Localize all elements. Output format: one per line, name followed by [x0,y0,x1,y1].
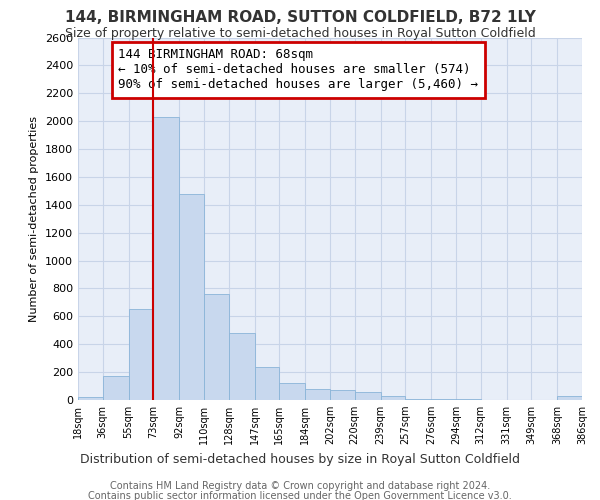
Text: 144, BIRMINGHAM ROAD, SUTTON COLDFIELD, B72 1LY: 144, BIRMINGHAM ROAD, SUTTON COLDFIELD, … [65,10,535,25]
Bar [128,310,154,400]
Text: 144 BIRMINGHAM ROAD: 68sqm
← 10% of semi-detached houses are smaller (574)
90% o: 144 BIRMINGHAM ROAD: 68sqm ← 10% of semi… [118,48,478,92]
Bar [355,392,380,400]
Bar [179,194,204,400]
Bar [78,397,103,400]
Bar [103,376,128,400]
Text: Contains HM Land Registry data © Crown copyright and database right 2024.: Contains HM Land Registry data © Crown c… [110,481,490,491]
Text: Contains public sector information licensed under the Open Government Licence v3: Contains public sector information licen… [88,491,512,500]
Bar [154,117,179,400]
Bar [431,398,456,400]
Text: Distribution of semi-detached houses by size in Royal Sutton Coldfield: Distribution of semi-detached houses by … [80,452,520,466]
Bar [229,333,254,400]
Text: Size of property relative to semi-detached houses in Royal Sutton Coldfield: Size of property relative to semi-detach… [65,28,535,40]
Bar [305,389,330,400]
Bar [456,398,481,400]
Bar [557,396,582,400]
Bar [380,396,406,400]
Bar [330,390,355,400]
Bar [406,398,431,400]
Bar [254,367,280,400]
Y-axis label: Number of semi-detached properties: Number of semi-detached properties [29,116,40,322]
Bar [280,384,305,400]
Bar [204,294,229,400]
